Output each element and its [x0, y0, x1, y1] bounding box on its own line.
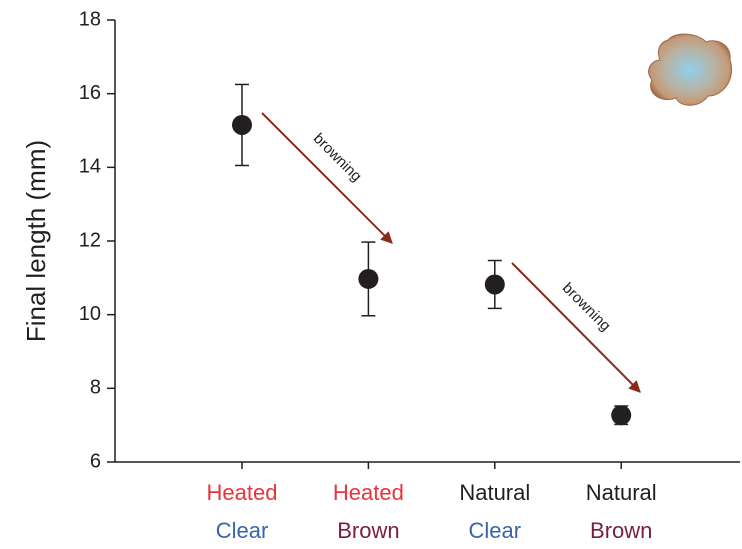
x-tick-label: Clear [216, 518, 269, 543]
point [358, 268, 379, 289]
arrow [261, 112, 393, 244]
x-tick-label: Clear [469, 518, 522, 543]
x-tick-label: Heated [207, 480, 278, 505]
y-tick-label: 14 [79, 156, 101, 178]
y-tick-label: 16 [79, 82, 101, 104]
point [232, 114, 252, 135]
point [484, 274, 505, 295]
x-tick-label: Brown [337, 518, 399, 543]
y-axis-label: Final length (mm) [21, 140, 51, 342]
x-tick-label: Natural [586, 480, 657, 505]
y-tick-label: 18 [79, 8, 101, 30]
x-tick-label: Brown [590, 518, 652, 543]
icon [648, 33, 732, 106]
y-tick-label: 12 [79, 229, 101, 251]
x-tick-label: Heated [333, 480, 404, 505]
annotation: browning [310, 130, 365, 185]
y-tick-label: 10 [79, 303, 101, 325]
x-tick-label: Natural [459, 480, 530, 505]
point [611, 405, 632, 426]
y-tick-label: 8 [90, 377, 101, 399]
y-tick-label: 6 [90, 450, 101, 472]
annotation: browning [559, 280, 614, 335]
arrow [511, 262, 641, 393]
